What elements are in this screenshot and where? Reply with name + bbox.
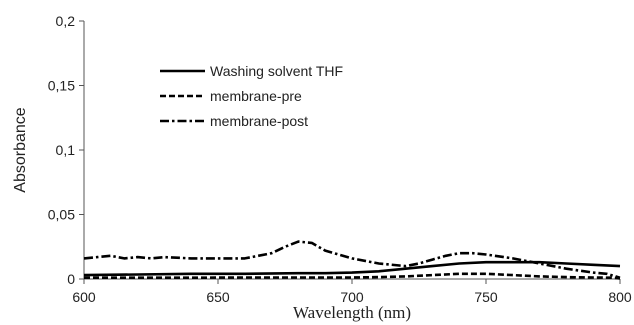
y-tick-label: 0,2	[56, 13, 76, 29]
x-tick-label: 600	[72, 289, 96, 305]
y-axis-ticks: 0 0,05 0,1 0,15 0,2	[48, 13, 84, 287]
legend-label-membrane-post: membrane-post	[210, 113, 308, 129]
legend-label-washing-solvent-thf: Washing solvent THF	[210, 63, 343, 79]
y-tick-label: 0,05	[48, 207, 75, 223]
series-group	[83, 240, 621, 280]
x-axis-ticks: 600 650 700 750 800	[72, 279, 632, 305]
x-tick-label: 700	[340, 289, 364, 305]
series-line-washing-solvent-thf	[83, 260, 621, 277]
x-tick-label: 800	[608, 289, 632, 305]
legend: Washing solvent THF membrane-pre membran…	[160, 63, 343, 129]
x-tick-label: 650	[206, 289, 230, 305]
x-tick-label: 750	[474, 289, 498, 305]
y-tick-label: 0,1	[56, 142, 76, 158]
legend-label-membrane-pre: membrane-pre	[210, 88, 302, 104]
x-axis-label: Wavelength (nm)	[293, 303, 411, 322]
series-line-membrane-post	[83, 240, 621, 279]
y-tick-label: 0,15	[48, 78, 75, 94]
y-axis-label: Absorbance	[12, 107, 29, 192]
series-line-membrane-pre	[84, 272, 621, 280]
y-tick-label: 0	[67, 271, 75, 287]
